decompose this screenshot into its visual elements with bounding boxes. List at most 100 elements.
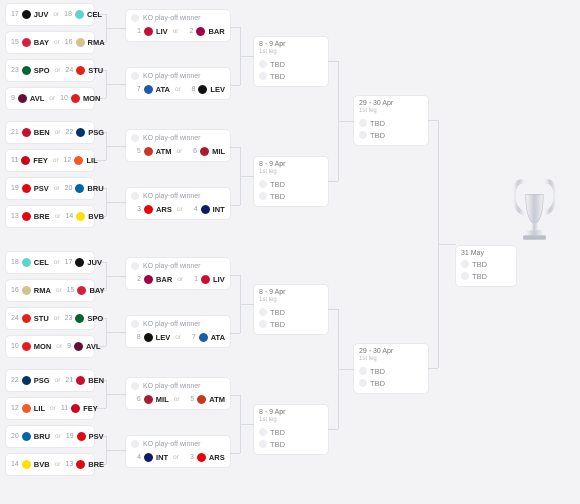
playoff-pair[interactable]: 24STUor23SPO	[6, 308, 94, 329]
match-leg: 1st leg	[259, 297, 323, 303]
team-code[interactable]: SPO	[34, 66, 50, 75]
team-code[interactable]: AVL	[30, 94, 44, 103]
team-code[interactable]: ARS	[209, 453, 225, 462]
match-date: 31 May	[461, 250, 511, 257]
team-code[interactable]: SPO	[87, 314, 103, 323]
team-code[interactable]: RMA	[88, 38, 105, 47]
or-label: or	[53, 157, 59, 164]
team-code[interactable]: INT	[213, 205, 225, 214]
playoff-pair[interactable]: 16RMAor15BAY	[6, 280, 94, 301]
quarterfinal-match[interactable]: 8 - 9 Apr 1st leg TBD TBD	[254, 285, 328, 334]
round16-match[interactable]: KO play-off winner 5ATMor6MIL	[126, 130, 230, 161]
team-code[interactable]: MIL	[212, 147, 225, 156]
team-code[interactable]: PSG	[34, 376, 50, 385]
round16-match[interactable]: KO play-off winner 4INTor3ARS	[126, 436, 230, 467]
playoff-pair[interactable]: 23SPOor24STU	[6, 60, 94, 81]
team-code[interactable]: JUV	[87, 258, 102, 267]
team-code[interactable]: PSV	[89, 432, 104, 441]
seed: 22	[65, 129, 73, 136]
playoff-pair[interactable]: 19PSVor20BRU	[6, 178, 94, 199]
team-code[interactable]: ATM	[156, 147, 172, 156]
team-code[interactable]: STU	[88, 66, 103, 75]
team-code[interactable]: MON	[34, 342, 52, 351]
seed: 16	[65, 39, 73, 46]
seed: 7	[186, 334, 196, 341]
round16-match[interactable]: KO play-off winner 8LEVor7ATA	[126, 316, 230, 347]
team-code[interactable]: FEY	[33, 156, 48, 165]
round16-match[interactable]: KO play-off winner 3ARSor4INT	[126, 188, 230, 219]
team-code[interactable]: AVL	[86, 342, 100, 351]
semifinal-match[interactable]: 29 - 30 Apr 1st leg TBD TBD	[354, 96, 428, 145]
seed: 2	[183, 28, 193, 35]
ko-playoff-winner-label: KO play-off winner	[131, 72, 225, 80]
tbd-team: TBD	[370, 119, 385, 128]
playoff-pair[interactable]: 18CELor17JUV	[6, 252, 94, 273]
playoff-pair[interactable]: 15BAYor16RMA	[6, 32, 94, 53]
team-code[interactable]: BAR	[156, 275, 172, 284]
ko-playoff-winner-label: KO play-off winner	[131, 320, 225, 328]
team-code[interactable]: RMA	[34, 286, 51, 295]
team-code[interactable]: BRU	[34, 432, 50, 441]
team-code[interactable]: LIL	[34, 404, 45, 413]
or-label: or	[174, 396, 180, 403]
team-badge-avl	[74, 342, 83, 351]
playoff-pair[interactable]: 12LILor11FEY	[6, 398, 94, 419]
seed: 18	[64, 11, 72, 18]
playoff-pair[interactable]: 9AVLor10MON	[6, 88, 94, 109]
team-code[interactable]: BVB	[34, 460, 50, 469]
quarterfinal-match[interactable]: 8 - 9 Apr 1st leg TBD TBD	[254, 37, 328, 86]
team-code[interactable]: STU	[34, 314, 49, 323]
semifinal-match[interactable]: 29 - 30 Apr 1st leg TBD TBD	[354, 344, 428, 393]
team-code[interactable]: BAY	[34, 38, 49, 47]
match-date: 29 - 30 Apr	[359, 100, 423, 107]
team-badge-ata	[144, 85, 153, 94]
playoff-pair[interactable]: 20BRUor19PSV	[6, 426, 94, 447]
team-code[interactable]: MON	[83, 94, 101, 103]
round16-match[interactable]: KO play-off winner 6MILor5ATM	[126, 378, 230, 409]
team-code[interactable]: BRU	[87, 184, 103, 193]
team-code[interactable]: BEN	[88, 376, 104, 385]
or-label: or	[49, 95, 55, 102]
round16-match[interactable]: KO play-off winner 7ATAor8LEV	[126, 68, 230, 99]
playoff-pair[interactable]: 10MONor9AVL	[6, 336, 94, 357]
quarterfinal-match[interactable]: 8 - 9 Apr 1st leg TBD TBD	[254, 157, 328, 206]
team-code[interactable]: LIV	[213, 275, 225, 284]
playoff-pair[interactable]: 14BVBor13BRE	[6, 454, 94, 475]
team-code[interactable]: BAY	[89, 286, 104, 295]
team-code[interactable]: BRE	[34, 212, 50, 221]
team-code[interactable]: LIV	[156, 27, 168, 36]
quarterfinal-match[interactable]: 8 - 9 Apr 1st leg TBD TBD	[254, 405, 328, 454]
playoff-pair[interactable]: 22PSGor21BEN	[6, 370, 94, 391]
seed: 23	[65, 315, 73, 322]
team-code[interactable]: BAR	[208, 27, 224, 36]
playoff-pair[interactable]: 11FEYor12LIL	[6, 150, 94, 171]
team-code[interactable]: JUV	[34, 10, 49, 19]
team-code[interactable]: ATM	[209, 395, 225, 404]
round16-match[interactable]: KO play-off winner 1LIVor2BAR	[126, 10, 230, 41]
team-code[interactable]: BRE	[88, 460, 104, 469]
playoff-pair[interactable]: 21BENor22PSG	[6, 122, 94, 143]
team-code[interactable]: PSG	[88, 128, 104, 137]
playoff-pair[interactable]: 17JUVor18CEL	[6, 4, 94, 25]
team-code[interactable]: ATA	[156, 85, 170, 94]
team-code[interactable]: LIL	[86, 156, 97, 165]
team-badge-lev	[144, 333, 153, 342]
team-code[interactable]: ATA	[211, 333, 225, 342]
team-code[interactable]: LEV	[156, 333, 171, 342]
round16-match[interactable]: KO play-off winner 2BARor1LIV	[126, 258, 230, 289]
team-code[interactable]: BVB	[88, 212, 104, 221]
team-code[interactable]: FEY	[83, 404, 98, 413]
or-label: or	[54, 259, 60, 266]
playoff-pair[interactable]: 13BREor14BVB	[6, 206, 94, 227]
team-code[interactable]: CEL	[87, 10, 102, 19]
team-code[interactable]: CEL	[34, 258, 49, 267]
seed: 17	[65, 259, 73, 266]
team-code[interactable]: PSV	[34, 184, 49, 193]
team-code[interactable]: BEN	[34, 128, 50, 137]
team-code[interactable]: ARS	[156, 205, 172, 214]
seed: 14	[11, 461, 19, 468]
team-code[interactable]: MIL	[156, 395, 169, 404]
team-code[interactable]: INT	[156, 453, 168, 462]
team-code[interactable]: LEV	[210, 85, 225, 94]
final-match[interactable]: 31 May TBD TBD	[456, 246, 516, 286]
